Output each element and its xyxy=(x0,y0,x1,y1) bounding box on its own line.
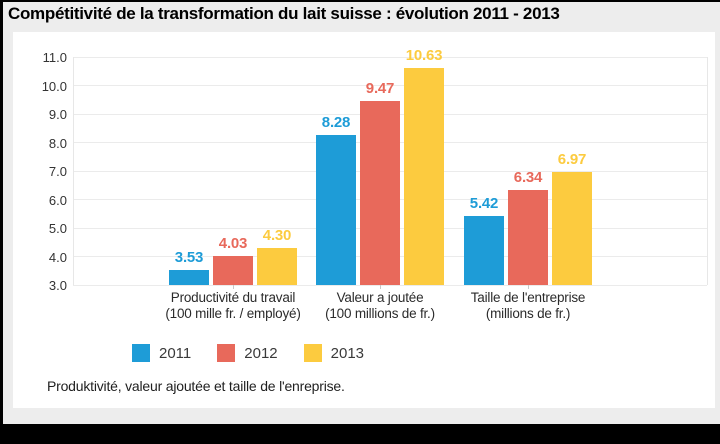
bar-2012 xyxy=(360,100,400,285)
legend-label: 2013 xyxy=(330,344,365,362)
category-name: Valeur a joutée xyxy=(336,290,424,305)
legend-swatch xyxy=(217,344,236,362)
legend: 2011 2012 2013 xyxy=(132,344,364,362)
x-axis-tick xyxy=(380,285,381,289)
chart-title: Compétitivité de la transformation du la… xyxy=(8,4,560,23)
bar-value-label: 8.28 xyxy=(321,113,351,131)
left-border xyxy=(0,0,3,444)
bar-2013 xyxy=(404,67,444,285)
bar-2013 xyxy=(257,247,297,285)
gridline xyxy=(73,56,707,58)
y-axis-tick-label: 5.0 xyxy=(48,221,67,236)
bar-2013 xyxy=(552,171,592,285)
bar-2011 xyxy=(464,216,504,285)
legend-swatch xyxy=(303,344,322,362)
y-axis-tick-label: 4.0 xyxy=(48,249,67,265)
legend-label: 2012 xyxy=(244,344,278,362)
bar-value-label: 9.47 xyxy=(365,79,395,97)
plot-right-border xyxy=(707,57,708,285)
x-category-label: Valeur a joutée (100 millions de fr.) xyxy=(270,290,490,322)
bar-value-label: 6.34 xyxy=(513,168,543,186)
legend-swatch xyxy=(132,344,150,362)
category-unit: (100 millions de fr.) xyxy=(325,306,435,321)
legend-item-2013: 2013 xyxy=(303,344,365,362)
legend-item-2012: 2012 xyxy=(217,344,278,362)
category-name: Productivité du travail xyxy=(170,290,296,305)
bar-value-label: 4.03 xyxy=(218,234,248,252)
bar-2011 xyxy=(316,134,356,285)
bar-value-label: 4.30 xyxy=(262,226,292,244)
gridline xyxy=(73,284,707,286)
legend-item-2011: 2011 xyxy=(132,344,191,362)
x-category-label: Productivité du travail (100 mille fr. / … xyxy=(123,290,343,322)
category-name: Taille de l'entreprise xyxy=(470,290,586,305)
legend-label: 2011 xyxy=(159,344,192,362)
bottom-black-bar xyxy=(0,424,720,444)
figure-caption: Produktivité, valeur ajoutée et taille d… xyxy=(47,378,345,394)
y-axis-tick-label: 3.0 xyxy=(48,278,67,293)
bar-value-label: 5.42 xyxy=(469,195,499,213)
x-axis-tick xyxy=(233,285,234,289)
bar-2011 xyxy=(169,269,209,285)
gridline xyxy=(73,85,707,86)
category-unit: (millions de fr.) xyxy=(485,306,571,321)
bar-value-label: 3.53 xyxy=(174,248,204,266)
category-unit: (100 mille fr. / employé) xyxy=(165,306,301,321)
bar-2012 xyxy=(508,189,548,285)
y-axis-tick-label: 6.0 xyxy=(48,192,67,208)
y-axis-tick-label: 7.0 xyxy=(48,164,67,179)
y-axis-tick-label: 9.0 xyxy=(48,107,67,122)
x-category-label: Taille de l'entreprise (millions de fr.) xyxy=(418,290,638,322)
y-axis-tick-label: 10.0 xyxy=(41,78,67,94)
x-axis-tick xyxy=(528,285,529,289)
bar-value-label: 10.63 xyxy=(405,46,443,64)
bar-value-label: 6.97 xyxy=(557,150,587,168)
y-axis-tick-label: 11.0 xyxy=(42,50,67,65)
y-axis-tick-label: 8.0 xyxy=(48,135,67,151)
bar-2012 xyxy=(213,255,253,285)
top-border xyxy=(0,0,720,2)
plot-left-border xyxy=(73,57,74,285)
